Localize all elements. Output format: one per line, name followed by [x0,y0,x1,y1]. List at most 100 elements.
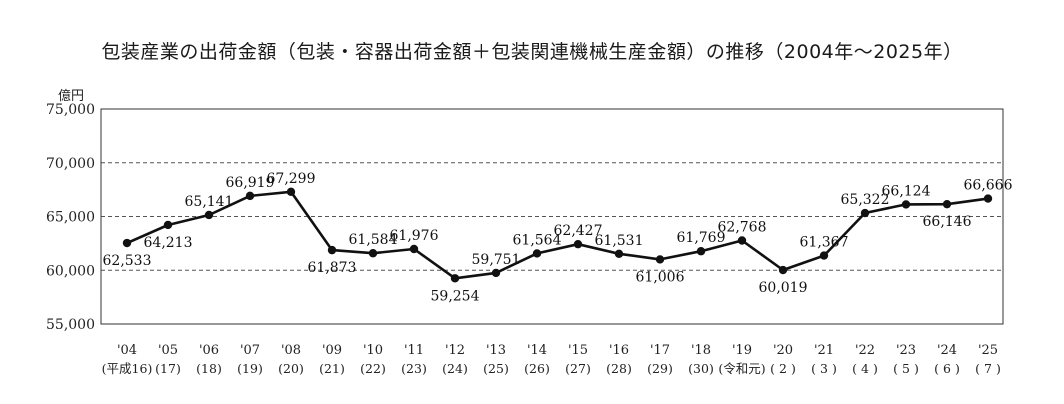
x-tick-label: '04 [117,343,137,358]
x-tick-sublabel: (19) [237,361,263,376]
x-tick-sublabel: (21) [319,361,345,376]
data-label: 62,427 [554,223,603,239]
x-tick-label: '08 [281,343,301,358]
x-tick-label: '20 [773,343,793,358]
data-label: 61,976 [390,228,439,244]
x-tick-label: '24 [937,343,957,358]
data-point [860,208,870,218]
data-label: 61,006 [636,269,685,285]
data-label: 64,213 [144,235,193,251]
data-label: 65,322 [841,192,890,208]
data-point [573,239,583,249]
data-point [614,249,624,258]
chart-title: 包装産業の出荷金額（包装・容器出荷金額＋包装関連機械生産金額）の推移（2004年… [101,41,963,63]
series-line [126,190,989,280]
data-label: 61,584 [349,232,398,248]
y-tick-label: 75,000 [46,102,95,118]
x-tick-label: '21 [814,343,834,358]
data-label: 61,769 [677,230,726,246]
data-label: 60,019 [759,280,808,296]
x-tick-label: '13 [486,343,506,358]
data-label: 59,254 [431,288,480,304]
x-tick-sublabel: (22) [360,361,386,376]
x-tick-label: '25 [978,343,998,358]
x-tick-sublabel: (25) [483,361,509,376]
data-point [901,200,911,209]
x-tick-sublabel: ( 2 ) [770,361,796,376]
x-tick-label: '12 [445,343,465,358]
x-tick-label: '07 [240,343,260,358]
x-tick-sublabel: (平成16) [102,361,153,376]
data-point [327,245,337,255]
data-point [163,220,173,230]
data-label: 59,751 [472,252,521,268]
data-label: 66,124 [882,183,931,199]
x-tick-label: '06 [199,343,219,358]
y-tick-label: 55,000 [46,317,95,333]
data-label: 61,367 [800,235,849,251]
y-tick-label: 60,000 [46,263,95,279]
gridlines [101,162,1003,271]
x-tick-sublabel: (24) [442,361,468,376]
data-point [122,238,132,248]
x-tick-sublabel: ( 5 ) [893,361,919,376]
data-point [286,187,296,196]
data-point [450,274,460,283]
data-points [122,187,993,283]
x-tick-sublabel: (23) [401,361,427,376]
data-point [983,194,993,203]
x-tick-sublabel: ( 7 ) [975,361,1001,376]
data-point [491,268,501,278]
x-tick-sublabel: (26) [524,361,550,376]
data-label: 62,768 [718,219,767,235]
data-point [696,247,706,256]
data-label: 61,531 [595,233,644,249]
x-tick-sublabel: (29) [647,361,673,376]
x-axis-ticks: '04 (平成16) '05 (17) '06 (18) '07 (19) '08 (20) '09… [102,343,1001,376]
data-label: 62,533 [103,253,152,269]
x-tick-label: '11 [404,343,424,358]
x-tick-sublabel: (28) [606,361,632,376]
y-tick-label: 70,000 [46,156,95,172]
data-point [737,236,747,245]
data-point [778,265,788,275]
x-tick-sublabel: (27) [565,361,591,376]
x-tick-label: '15 [568,343,588,358]
data-point [204,210,214,220]
data-point [532,249,542,258]
x-tick-sublabel: (18) [196,361,222,376]
x-tick-sublabel: ( 6 ) [934,361,960,376]
data-label: 65,141 [185,194,234,210]
data-label: 66,666 [964,178,1013,194]
x-tick-label: '14 [527,343,547,358]
x-tick-label: '18 [691,343,711,358]
x-tick-sublabel: ( 3 ) [811,361,837,376]
data-point [409,244,419,254]
x-tick-label: '05 [158,343,178,358]
data-point [245,191,255,201]
x-tick-label: '10 [363,343,383,358]
data-label: 61,873 [308,260,357,276]
data-point [368,249,378,258]
x-tick-label: '23 [896,343,916,358]
y-tick-label: 65,000 [46,210,95,226]
x-tick-label: '22 [855,343,875,358]
data-point [819,251,829,260]
x-tick-sublabel: (30) [688,361,714,376]
data-label: 61,564 [513,232,562,248]
x-tick-sublabel: ( 4 ) [852,361,878,376]
x-tick-sublabel: (令和元) [718,361,765,376]
x-tick-sublabel: (20) [278,361,304,376]
plot-frame [100,108,1004,325]
y-axis-ticks: 55,000 60,000 65,000 70,000 75,000 [46,102,95,333]
data-label: 66,919 [226,175,275,191]
x-tick-label: '16 [609,343,629,358]
x-tick-sublabel: (17) [155,361,181,376]
data-label: 67,299 [267,171,316,187]
x-tick-label: '19 [732,343,752,358]
data-point [655,255,665,264]
data-label: 66,146 [923,214,972,230]
data-point [942,199,952,209]
